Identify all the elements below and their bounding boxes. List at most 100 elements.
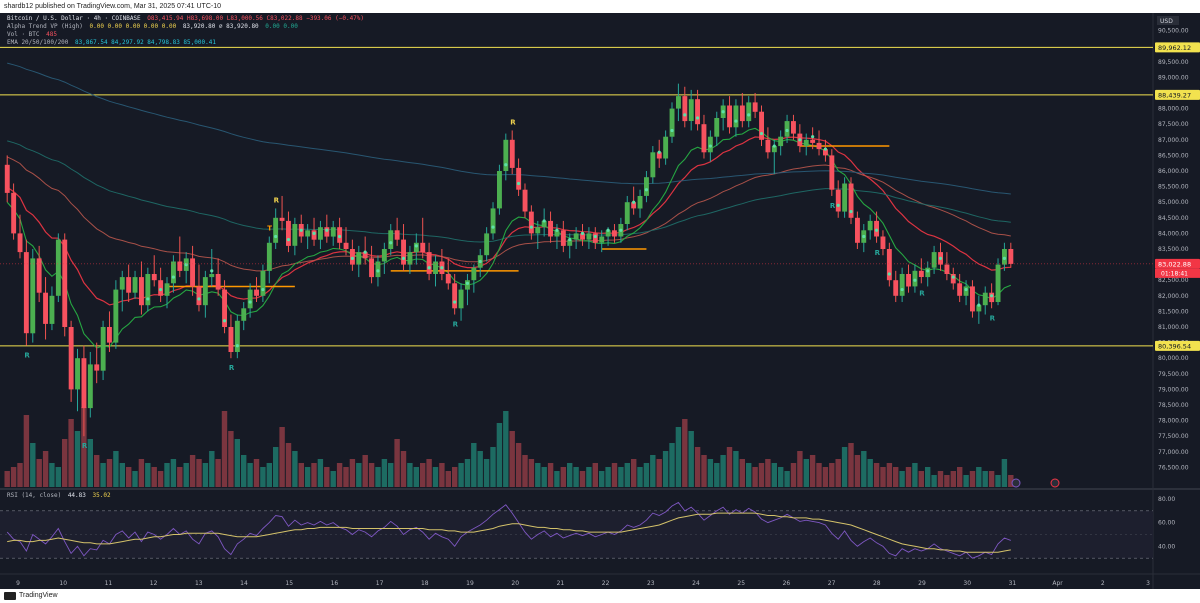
trend-dot	[874, 228, 879, 232]
rsi-tick-label: 40.00	[1158, 543, 1175, 550]
volume-bar	[835, 459, 841, 487]
volume-bar	[356, 463, 362, 487]
price-label-text: 88,439.27	[1158, 91, 1191, 99]
volume-bar	[567, 463, 573, 487]
trend-dot	[568, 238, 572, 242]
volume-bar	[241, 455, 247, 487]
trend-dot	[363, 250, 367, 254]
volume-bar	[694, 447, 701, 487]
candle-body	[484, 233, 490, 256]
volume-bar	[189, 455, 196, 487]
price-tick-label: 83,500.00	[1158, 246, 1189, 253]
date-tick-label: 10	[59, 580, 67, 587]
candle-body	[177, 261, 183, 271]
volume-bar	[126, 467, 132, 487]
volume-bar	[388, 463, 394, 487]
trend-dot	[811, 135, 815, 139]
volume-bar	[861, 451, 867, 487]
trend-dot	[376, 269, 380, 273]
volume-bar	[234, 439, 240, 487]
price-tick-label: 90,500.00	[1158, 28, 1189, 35]
date-tick-label: 9	[16, 580, 20, 587]
candle-body	[957, 283, 963, 296]
date-tick-label: 29	[918, 580, 926, 587]
candle-body	[516, 167, 522, 190]
volume-bar	[899, 471, 905, 487]
candle-body	[714, 118, 720, 137]
currency-label: USD	[1160, 18, 1173, 25]
event-icon	[1011, 478, 1021, 488]
date-tick-label: 16	[331, 580, 339, 587]
volume-bar	[349, 459, 356, 487]
volume-bar	[420, 463, 426, 487]
chart-area[interactable]: 90,500.0090,000.0089,500.0089,000.0088,5…	[0, 13, 1200, 589]
volume-bar	[68, 419, 74, 487]
legend-rsi-label: RSI (14, close)	[7, 492, 62, 499]
volume-bar	[816, 463, 822, 487]
volume-bar	[982, 471, 988, 487]
volume-bar	[611, 463, 618, 487]
volume-bar	[30, 443, 36, 487]
candle-body	[855, 217, 860, 243]
legend-symbol: Bitcoin / U.S. Dollar · 4h · COINBASE	[7, 15, 141, 22]
candle-body	[669, 108, 675, 137]
candle-body	[426, 252, 432, 274]
trend-dot	[606, 228, 610, 232]
candle-body	[107, 327, 112, 343]
trend-dot	[248, 300, 252, 304]
volume-bar	[62, 439, 68, 487]
candle-body	[950, 274, 956, 284]
volume-bar	[94, 455, 100, 487]
candle-body	[260, 270, 266, 296]
volume-bar	[202, 463, 209, 487]
trend-dot	[286, 238, 291, 242]
volume-bar	[138, 459, 145, 487]
candle-body	[548, 220, 553, 237]
legend-ohlc: O83,415.94 H83,698.00 L83,000.56 C83,022…	[147, 15, 365, 22]
price-label-badge	[1155, 258, 1200, 269]
trend-dot	[453, 300, 457, 304]
candle-body	[196, 286, 202, 306]
candle-body	[4, 164, 10, 193]
volume-bar	[10, 467, 17, 487]
candle-body	[637, 196, 643, 209]
volume-bar	[452, 467, 458, 487]
volume-bar	[880, 467, 886, 487]
volume-bar	[746, 463, 752, 487]
candle-body	[318, 227, 323, 240]
candle-body	[36, 258, 42, 293]
trend-dot	[465, 281, 470, 285]
price-label-badge	[1155, 42, 1200, 53]
candle-body	[247, 289, 253, 309]
candle-body	[605, 230, 611, 237]
price-tick-label: 81,500.00	[1158, 308, 1189, 315]
candle-body	[778, 136, 784, 147]
candle-body	[413, 242, 419, 253]
candle-body	[266, 242, 272, 271]
price-tick-label: 88,000.00	[1158, 106, 1189, 113]
candle-body	[49, 295, 55, 324]
candle-body	[835, 189, 841, 212]
trend-dot	[440, 266, 444, 270]
volume-bar	[867, 459, 873, 487]
volume-bar	[848, 443, 854, 487]
price-tick-label: 84,500.00	[1158, 215, 1189, 222]
trend-dot	[823, 147, 828, 151]
legend-alpha-trend-values: 0.00 0.00 0.00 0.00 0.00	[89, 23, 177, 30]
volume-bar	[247, 463, 253, 487]
chart-canvas[interactable]: 90,500.0090,000.0089,500.0089,000.0088,5…	[0, 13, 1200, 589]
trend-dot	[938, 256, 943, 260]
volume-bar	[413, 467, 419, 487]
price-tick-label: 77,000.00	[1158, 449, 1189, 456]
candle-body	[573, 233, 579, 240]
candle-body	[324, 227, 330, 237]
volume-bar	[317, 459, 324, 487]
candle-body	[209, 274, 215, 278]
candle-body	[311, 230, 317, 240]
volume-bar	[618, 467, 624, 487]
volume-bar	[547, 463, 554, 487]
trend-dot	[670, 128, 674, 133]
trend-dot	[657, 150, 661, 154]
trend-dot	[772, 144, 776, 148]
